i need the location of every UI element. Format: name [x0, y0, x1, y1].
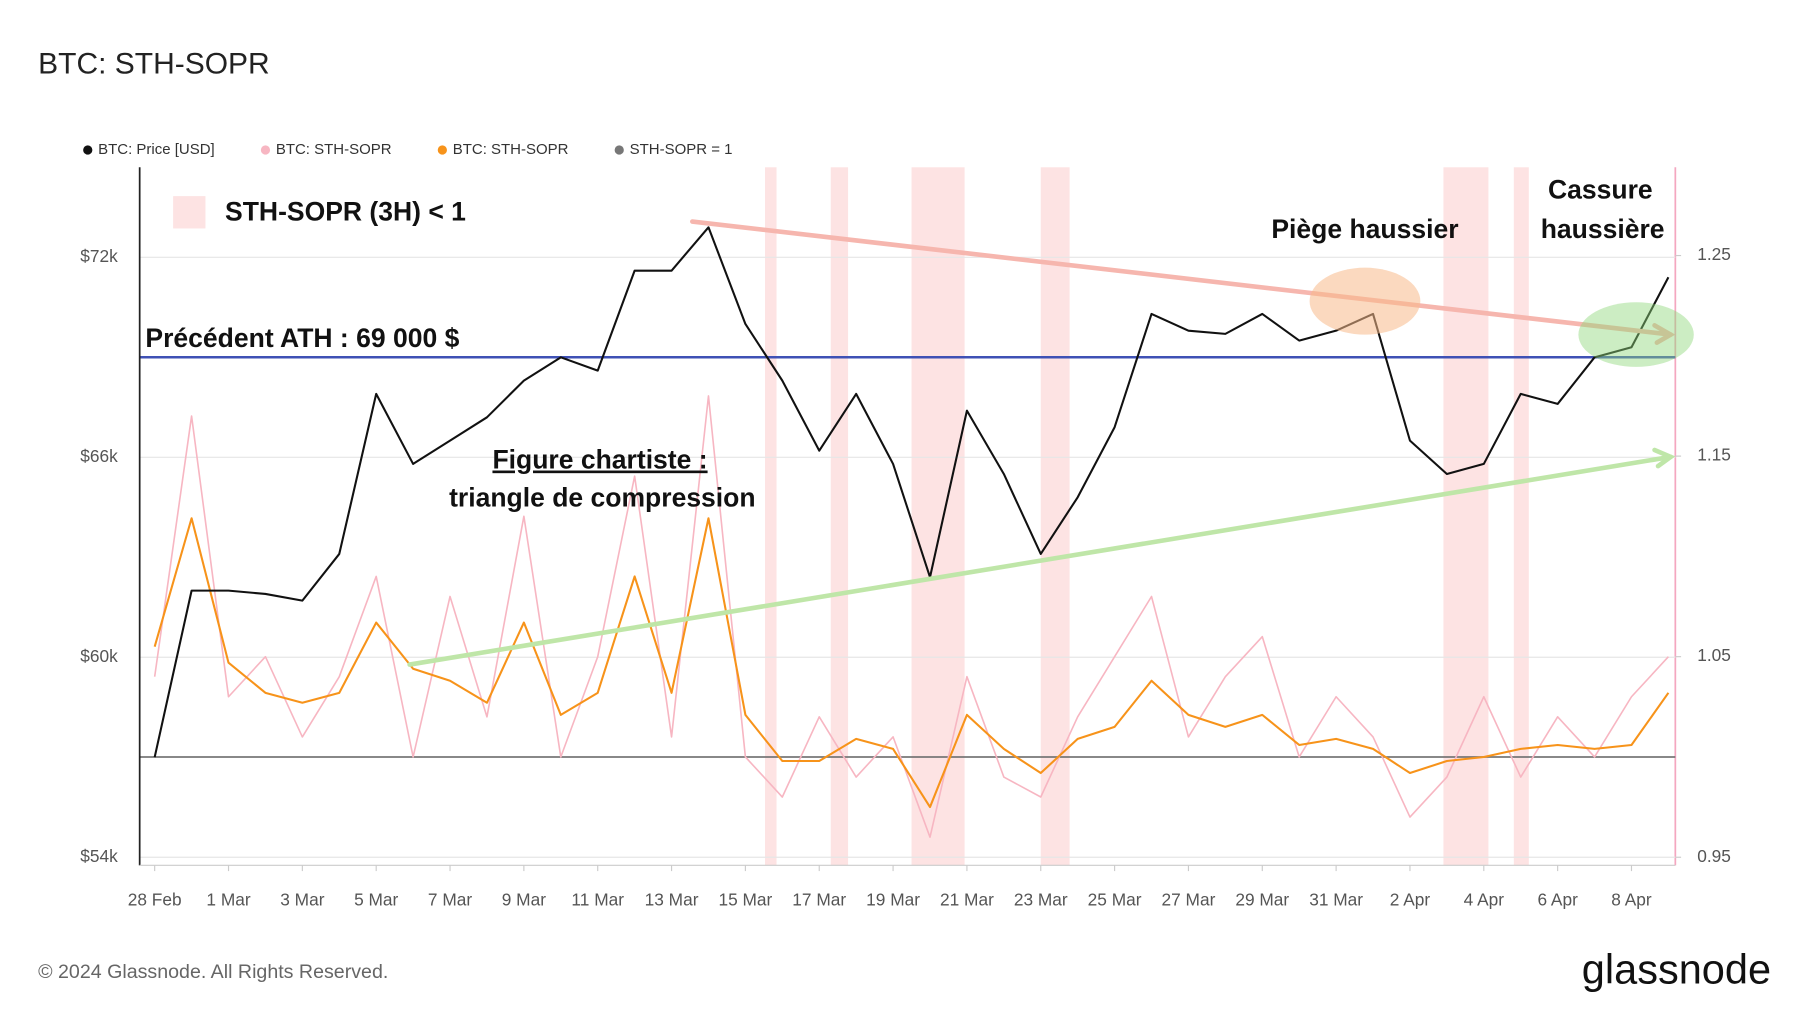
- legend-marker: [614, 145, 624, 155]
- x-tick-label: 6 Apr: [1537, 890, 1578, 910]
- x-tick-label: 31 Mar: [1309, 890, 1363, 910]
- x-tick-label: 4 Apr: [1464, 890, 1505, 910]
- annotation: haussière: [1541, 214, 1665, 244]
- x-tick-label: 21 Mar: [940, 890, 994, 910]
- legend-marker: [437, 145, 447, 155]
- x-tick-label: 5 Mar: [354, 890, 398, 910]
- chart-title: BTC: STH-SOPR: [38, 48, 270, 81]
- shaded-legend-swatch: [173, 196, 206, 229]
- y-tick-label: $54k: [80, 846, 118, 866]
- x-tick-label: 13 Mar: [645, 890, 699, 910]
- legend-marker: [83, 145, 93, 155]
- shaded-regions: [765, 167, 1677, 866]
- annotation: Cassure: [1548, 175, 1653, 205]
- x-tick-label: 27 Mar: [1162, 890, 1216, 910]
- x-tick-label: 17 Mar: [792, 890, 846, 910]
- shaded-region: [911, 167, 965, 866]
- x-tick-label: 19 Mar: [866, 890, 920, 910]
- legend-label: BTC: STH-SOPR: [453, 141, 569, 158]
- y2-tick-label: 1.05: [1697, 645, 1731, 665]
- y2-tick-label: 1.15: [1697, 445, 1731, 465]
- x-tick-label: 25 Mar: [1088, 890, 1142, 910]
- x-tick-label: 7 Mar: [428, 890, 472, 910]
- copyright: © 2024 Glassnode. All Rights Reserved.: [38, 961, 388, 983]
- series-line: [153, 395, 1669, 838]
- shaded-region: [1513, 167, 1529, 866]
- arrow-head: [1652, 323, 1676, 345]
- y-tick-label: $66k: [80, 446, 118, 466]
- series-line: [153, 517, 1670, 809]
- shaded-region: [765, 167, 777, 866]
- highlight-breakout: [1578, 302, 1694, 367]
- shaded-region: [830, 167, 849, 866]
- annotation: triangle de compression: [449, 483, 755, 513]
- x-tick-label: 3 Mar: [280, 890, 324, 910]
- x-tick-label: 15 Mar: [718, 890, 772, 910]
- plot: $54k $60k $66k $72k 0.95 1.05 1.15 1.25 28 Feb 1 …: [80, 226, 1731, 910]
- x-tick-label: 28 Feb: [128, 890, 182, 910]
- x-tick-label: 2 Apr: [1390, 890, 1431, 910]
- shaded-legend: STH-SOPR (3H) < 1: [225, 196, 466, 226]
- x-tick-label: 8 Apr: [1611, 890, 1652, 910]
- highlight-trap: [1309, 267, 1421, 335]
- legend-label: BTC: STH-SOPR: [276, 141, 392, 158]
- trend-lines: [407, 219, 1676, 667]
- legend-marker: [260, 145, 271, 155]
- legend-label: BTC: Price [USD]: [98, 141, 215, 158]
- x-tick-label: 23 Mar: [1014, 890, 1068, 910]
- y-tick-label: $60k: [80, 646, 118, 666]
- x-tick-label: 9 Mar: [502, 890, 546, 910]
- shaded-region: [1443, 167, 1489, 866]
- arrow-head: [1652, 447, 1676, 469]
- reference-label: Précédent ATH : 69 000 $: [145, 323, 459, 353]
- y2-tick-label: 1.25: [1697, 244, 1731, 264]
- series-line: [153, 226, 1670, 758]
- legend-label: STH-SOPR = 1: [630, 141, 733, 158]
- trend-line-down: [690, 219, 1674, 337]
- y2-tick-label: 0.95: [1697, 846, 1731, 866]
- x-tick-label: 29 Mar: [1235, 890, 1289, 910]
- logo: glassnode: [1582, 946, 1771, 993]
- annotation: Figure chartiste :: [492, 445, 707, 475]
- annotation: Piège haussier: [1271, 214, 1458, 244]
- y-tick-label: $72k: [80, 246, 118, 266]
- x-tick-label: 11 Mar: [571, 890, 624, 910]
- legend: BTC: Price [USD] BTC: STH-SOPR BTC: STH-SO…: [83, 141, 732, 158]
- x-tick-label: 1 Mar: [206, 890, 250, 910]
- trend-line-up: [407, 454, 1674, 667]
